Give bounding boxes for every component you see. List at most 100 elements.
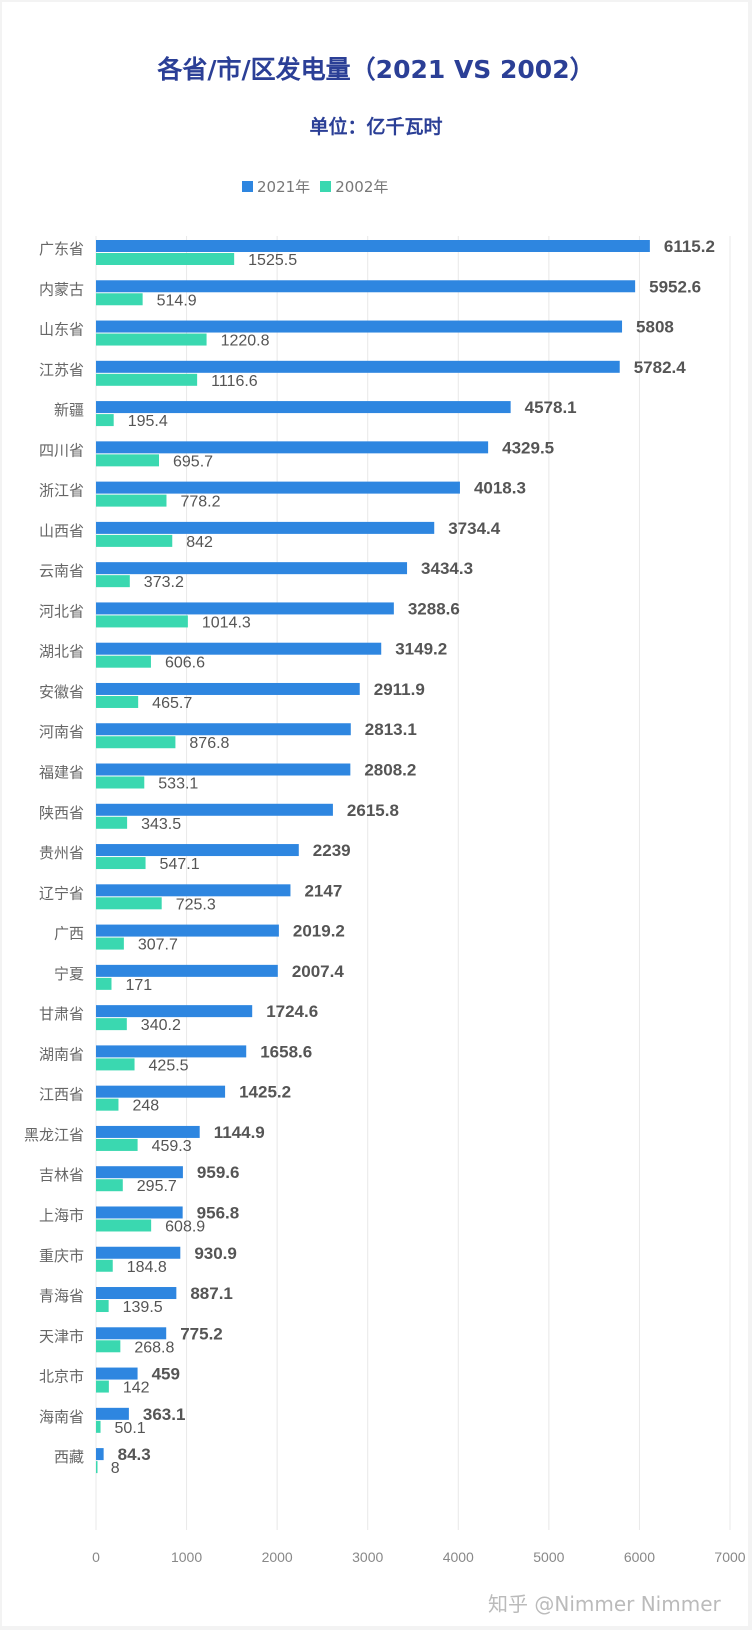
data-label-2002: 307.7 — [138, 937, 178, 954]
bar-2021 — [96, 682, 360, 695]
bar-2021 — [96, 1045, 247, 1058]
bar-2002 — [96, 1300, 109, 1313]
data-label-2021: 4329.5 — [502, 438, 554, 457]
data-label-2021: 2147 — [304, 881, 342, 900]
bar-2002 — [96, 1461, 98, 1474]
x-tick-label: 3000 — [352, 1549, 383, 1565]
category-label: 青海省 — [39, 1287, 84, 1305]
data-label-2021: 3734.4 — [448, 519, 501, 538]
x-tick-label: 1000 — [171, 1549, 202, 1565]
bar-2002 — [96, 1219, 152, 1232]
bar-2021 — [96, 1085, 226, 1098]
bar-2002 — [96, 534, 173, 547]
data-label-2002: 142 — [123, 1380, 150, 1397]
data-label-2002: 1014.3 — [202, 614, 251, 631]
data-label-2021: 1144.9 — [214, 1123, 265, 1142]
data-label-2002: 459.3 — [152, 1138, 192, 1155]
bar-2002 — [96, 937, 124, 950]
data-label-2002: 547.1 — [160, 856, 200, 873]
bar-2002 — [96, 1018, 127, 1031]
bar-2021 — [96, 1125, 200, 1138]
data-label-2021: 4018.3 — [474, 479, 526, 498]
category-label: 江西省 — [39, 1086, 84, 1104]
category-label: 云南省 — [39, 562, 84, 580]
category-label: 湖南省 — [39, 1045, 84, 1063]
data-label-2021: 775.2 — [180, 1324, 223, 1343]
data-label-2002: 139.5 — [123, 1299, 163, 1316]
bar-2002 — [96, 655, 151, 668]
data-label-2002: 695.7 — [173, 453, 213, 470]
data-label-2002: 778.2 — [180, 494, 220, 511]
x-tick-label: 5000 — [533, 1549, 564, 1565]
bar-2002 — [96, 414, 114, 427]
data-label-2021: 1658.6 — [260, 1042, 312, 1061]
data-label-2021: 887.1 — [190, 1284, 233, 1303]
category-label: 陕西省 — [39, 804, 84, 822]
data-label-2002: 425.5 — [149, 1057, 189, 1074]
category-label: 北京市 — [39, 1368, 84, 1386]
data-label-2021: 3149.2 — [395, 640, 447, 659]
bar-2002 — [96, 695, 139, 708]
category-label: 山西省 — [39, 522, 84, 540]
bar-2002 — [96, 293, 143, 306]
legend: 2021年 2002年 — [242, 176, 388, 197]
bar-2002 — [96, 615, 188, 628]
category-label: 吉林省 — [39, 1166, 84, 1184]
data-label-2021: 2239 — [313, 841, 351, 860]
bar-2021 — [96, 481, 460, 494]
bar-2002 — [96, 333, 207, 346]
bar-2002 — [96, 897, 162, 910]
bar-2021 — [96, 1327, 167, 1340]
watermark: 知乎 @Nimmer Nimmer — [488, 1592, 721, 1616]
bar-2002 — [96, 857, 146, 870]
category-label: 内蒙古 — [39, 280, 84, 298]
bar-2021 — [96, 1206, 183, 1219]
bar-2002 — [96, 977, 112, 990]
legend-label-2021: 2021年 — [257, 178, 311, 196]
data-label-2021: 84.3 — [118, 1445, 151, 1464]
data-label-2021: 363.1 — [143, 1405, 186, 1424]
data-label-2002: 1220.8 — [221, 333, 270, 350]
category-label: 福建省 — [39, 764, 84, 782]
data-label-2021: 459 — [152, 1365, 180, 1384]
legend-swatch-2002 — [320, 181, 332, 192]
data-label-2002: 842 — [186, 534, 213, 551]
data-label-2021: 2813.1 — [365, 720, 417, 739]
category-label: 天津市 — [39, 1327, 84, 1345]
data-label-2002: 533.1 — [158, 776, 198, 793]
data-label-2002: 876.8 — [189, 735, 229, 752]
bar-2002 — [96, 1380, 109, 1393]
bar-2002 — [96, 816, 128, 829]
bar-2021 — [96, 844, 299, 857]
data-label-2002: 343.5 — [141, 816, 181, 833]
legend-swatch-2021 — [242, 181, 253, 192]
data-label-2002: 514.9 — [157, 292, 197, 309]
data-label-2021: 930.9 — [194, 1244, 237, 1263]
category-label: 广东省 — [39, 240, 84, 258]
data-label-2021: 2615.8 — [347, 801, 399, 820]
category-label: 黑龙江省 — [24, 1126, 84, 1144]
data-label-2002: 1525.5 — [248, 252, 297, 269]
data-label-2002: 608.9 — [165, 1218, 205, 1235]
bar-2021 — [96, 1407, 129, 1420]
bar-2021 — [96, 964, 278, 977]
category-label: 重庆市 — [39, 1247, 84, 1265]
data-label-2002: 340.2 — [141, 1017, 181, 1034]
bar-2002 — [96, 253, 235, 265]
data-label-2002: 295.7 — [137, 1178, 177, 1195]
bar-2002 — [96, 776, 145, 789]
data-label-2021: 2808.2 — [364, 761, 416, 780]
x-tick-label: 7000 — [714, 1549, 745, 1565]
data-label-2021: 959.6 — [197, 1163, 240, 1182]
bar-2002 — [96, 1058, 135, 1071]
x-tick-label: 4000 — [443, 1549, 474, 1565]
data-label-2021: 3434.3 — [421, 559, 473, 578]
data-label-2002: 606.6 — [165, 655, 205, 672]
bar-2021 — [96, 1448, 104, 1461]
data-label-2021: 5782.4 — [634, 358, 687, 377]
bar-2021 — [96, 240, 650, 252]
data-label-2021: 2911.9 — [374, 680, 425, 699]
data-label-2002: 248 — [132, 1098, 159, 1115]
x-tick-label: 0 — [92, 1549, 100, 1565]
bar-2021 — [96, 1367, 138, 1380]
